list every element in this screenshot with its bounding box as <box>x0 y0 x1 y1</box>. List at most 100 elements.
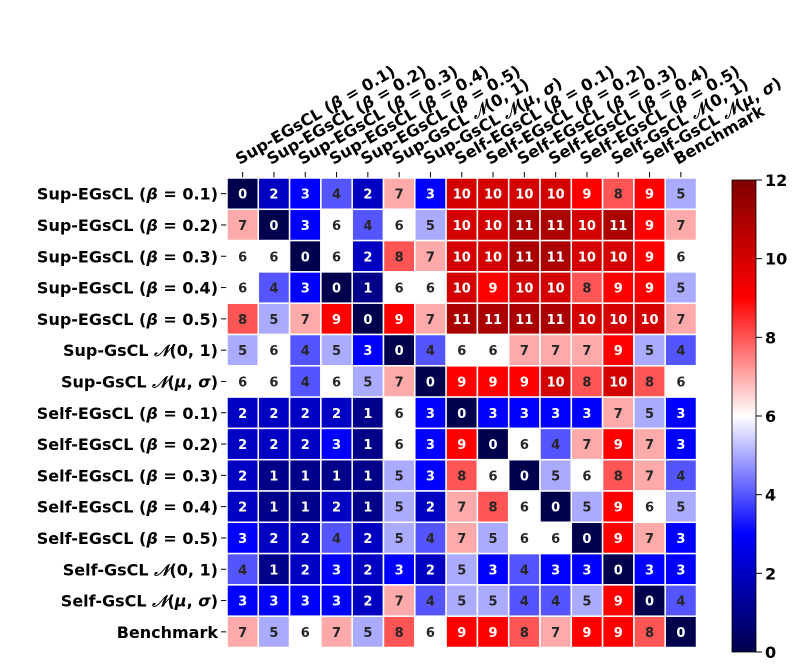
cell-value-label: 9 <box>520 375 529 390</box>
cell-value-label: 5 <box>676 501 685 516</box>
cell-value-label: 6 <box>238 282 247 297</box>
cell-value-label: 4 <box>676 469 685 484</box>
heatmap-cell <box>539 177 573 211</box>
row-label-sup-gscl: Sup-GsCL 𝒩(μ, σ) <box>61 372 218 391</box>
cell-value-label: 6 <box>426 282 435 297</box>
cell-value-label: 8 <box>582 282 591 297</box>
cell-value-label: 10 <box>484 219 502 234</box>
heatmap-cell <box>351 239 385 273</box>
cell-value-label: 3 <box>301 282 310 297</box>
heatmap-cell <box>257 490 291 524</box>
cell-value-label: 6 <box>269 344 278 359</box>
heatmap-cell <box>507 302 541 336</box>
colorbar: 0 2 4 6 8 10 12 <box>731 171 787 662</box>
heatmap-cell <box>382 396 416 430</box>
cell-value-label: 0 <box>614 563 623 578</box>
colorbar-tick-label: 12 <box>765 171 787 190</box>
heatmap-cell <box>664 396 698 430</box>
row-label-self-egscl-0-1: Self-EGsCL (β = 0.1) <box>37 404 218 423</box>
colorbar-tick-label: 6 <box>765 407 776 426</box>
cell-value-label: 2 <box>363 595 372 610</box>
cell-value-label: 2 <box>301 563 310 578</box>
cell-value-label: 5 <box>363 375 372 390</box>
cell-value-label: 10 <box>453 188 471 203</box>
row-label-self-egscl-0-4: Self-EGsCL (β = 0.4) <box>37 498 218 517</box>
row-label-self-egscl-0-3: Self-EGsCL (β = 0.3) <box>37 466 218 485</box>
heatmap-cell <box>320 208 353 242</box>
cell-value-label: 4 <box>363 219 372 234</box>
cell-value-label: 11 <box>547 219 565 234</box>
cell-value-label: 10 <box>609 250 627 265</box>
cell-value-label: 1 <box>269 501 278 516</box>
cell-value-label: 11 <box>515 250 533 265</box>
cell-value-label: 1 <box>269 469 278 484</box>
heatmap-cell <box>226 208 260 242</box>
row-label-benchmark: Benchmark <box>117 623 219 642</box>
cell-value-label: 8 <box>520 626 529 641</box>
heatmap-cell <box>351 333 385 367</box>
heatmap-cell <box>570 208 604 242</box>
cell-value-label: 4 <box>269 282 278 297</box>
cell-value-label: 2 <box>238 469 247 484</box>
heatmap-cell <box>507 615 541 649</box>
cell-value-label: 4 <box>332 532 341 547</box>
cell-value-label: 2 <box>363 188 372 203</box>
cell-value-label: 8 <box>395 626 404 641</box>
heatmap-cell <box>320 521 353 555</box>
cell-value-label: 4 <box>520 595 529 610</box>
heatmap-cell <box>601 333 635 367</box>
heatmap-cell <box>257 584 291 617</box>
row-label-sup-egscl-0-5: Sup-EGsCL (β = 0.5) <box>37 310 218 329</box>
cell-value-label: 3 <box>676 438 685 453</box>
cell-value-label: 9 <box>457 626 466 641</box>
cell-value-label: 2 <box>363 563 372 578</box>
cell-value-label: 0 <box>520 469 529 484</box>
heatmap-cell <box>257 302 291 336</box>
cell-value-label: 6 <box>676 250 685 265</box>
cell-value-label: 3 <box>395 563 404 578</box>
cell-value-label: 2 <box>426 501 435 516</box>
cell-value-label: 4 <box>238 563 247 578</box>
heatmap-cell <box>351 458 385 492</box>
heatmap-cell <box>414 333 447 367</box>
cell-value-label: 7 <box>645 438 654 453</box>
heatmap-cell <box>664 302 698 336</box>
heatmap-cell <box>320 239 353 273</box>
cell-value-label: 1 <box>363 282 372 297</box>
heatmap-cell <box>226 458 260 492</box>
heatmap-cell <box>664 458 698 492</box>
heatmap-cell <box>633 615 666 649</box>
heatmap-cell <box>414 396 447 430</box>
cell-value-label: 6 <box>332 375 341 390</box>
heatmap-cell <box>601 271 635 304</box>
heatmap-cell <box>539 302 573 336</box>
heatmap-cell <box>476 208 510 242</box>
heatmap-cell <box>445 239 479 273</box>
row-label-self-gscl: Self-GsCL 𝒩(μ, σ) <box>61 592 218 611</box>
cell-value-label: 2 <box>363 250 372 265</box>
cell-value-label: 6 <box>489 469 498 484</box>
cell-value-label: 5 <box>676 282 685 297</box>
cell-value-label: 3 <box>645 563 654 578</box>
cell-value-label: 5 <box>269 313 278 328</box>
heatmap-cell <box>351 427 385 461</box>
cell-value-label: 0 <box>301 250 310 265</box>
row-label-sup-gscl-0-1: Sup-GsCL 𝒩(0, 1) <box>63 341 218 360</box>
cell-value-label: 2 <box>426 563 435 578</box>
colorbar-tick-label: 0 <box>765 643 776 662</box>
cell-value-label: 5 <box>582 501 591 516</box>
heatmap-cell <box>320 458 353 492</box>
row-label-sup-egscl-0-3: Sup-EGsCL (β = 0.3) <box>37 247 218 266</box>
cell-value-label: 7 <box>676 219 685 234</box>
cell-value-label: 3 <box>426 469 435 484</box>
heatmap-cell <box>226 584 260 617</box>
cell-value-label: 4 <box>676 595 685 610</box>
cell-value-label: 7 <box>520 344 529 359</box>
row-label-self-egscl-0-2: Self-EGsCL (β = 0.2) <box>37 435 218 454</box>
cell-value-label: 6 <box>395 219 404 234</box>
cell-value-label: 11 <box>484 313 502 328</box>
heatmap-cell <box>476 239 510 273</box>
heatmap-cell <box>570 177 604 211</box>
cell-value-label: 5 <box>457 563 466 578</box>
